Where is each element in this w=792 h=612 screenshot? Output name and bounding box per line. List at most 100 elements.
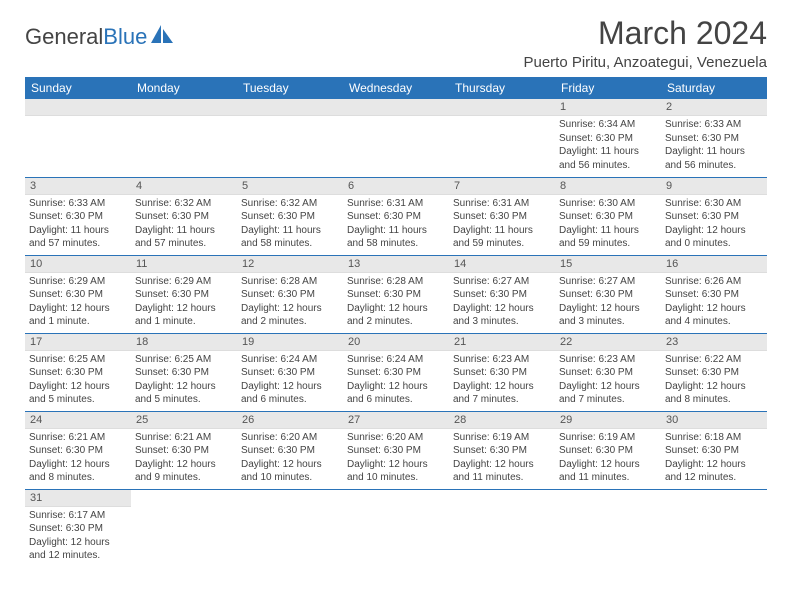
day-number: 24	[25, 412, 131, 429]
day-details: Sunrise: 6:28 AMSunset: 6:30 PMDaylight:…	[237, 273, 343, 333]
calendar-cell	[25, 99, 131, 177]
calendar-cell	[131, 489, 237, 567]
day-number: 28	[449, 412, 555, 429]
calendar-row: 3Sunrise: 6:33 AMSunset: 6:30 PMDaylight…	[25, 177, 767, 255]
day-details: Sunrise: 6:19 AMSunset: 6:30 PMDaylight:…	[555, 429, 661, 489]
day-details: Sunrise: 6:28 AMSunset: 6:30 PMDaylight:…	[343, 273, 449, 333]
calendar-cell: 7Sunrise: 6:31 AMSunset: 6:30 PMDaylight…	[449, 177, 555, 255]
calendar-cell: 14Sunrise: 6:27 AMSunset: 6:30 PMDayligh…	[449, 255, 555, 333]
day-details: Sunrise: 6:21 AMSunset: 6:30 PMDaylight:…	[25, 429, 131, 489]
day-number: 2	[661, 99, 767, 116]
calendar-cell	[343, 99, 449, 177]
day-details: Sunrise: 6:32 AMSunset: 6:30 PMDaylight:…	[131, 195, 237, 255]
day-details: Sunrise: 6:21 AMSunset: 6:30 PMDaylight:…	[131, 429, 237, 489]
day-details: Sunrise: 6:19 AMSunset: 6:30 PMDaylight:…	[449, 429, 555, 489]
day-details: Sunrise: 6:27 AMSunset: 6:30 PMDaylight:…	[449, 273, 555, 333]
day-details: Sunrise: 6:25 AMSunset: 6:30 PMDaylight:…	[25, 351, 131, 411]
day-number: 27	[343, 412, 449, 429]
calendar-cell: 4Sunrise: 6:32 AMSunset: 6:30 PMDaylight…	[131, 177, 237, 255]
calendar-cell: 25Sunrise: 6:21 AMSunset: 6:30 PMDayligh…	[131, 411, 237, 489]
day-number-empty	[237, 99, 343, 116]
calendar-cell	[237, 99, 343, 177]
calendar-row: 10Sunrise: 6:29 AMSunset: 6:30 PMDayligh…	[25, 255, 767, 333]
day-number: 8	[555, 178, 661, 195]
day-number: 26	[237, 412, 343, 429]
calendar-body: 1Sunrise: 6:34 AMSunset: 6:30 PMDaylight…	[25, 99, 767, 567]
day-details: Sunrise: 6:32 AMSunset: 6:30 PMDaylight:…	[237, 195, 343, 255]
calendar-cell: 15Sunrise: 6:27 AMSunset: 6:30 PMDayligh…	[555, 255, 661, 333]
day-number: 5	[237, 178, 343, 195]
day-details: Sunrise: 6:33 AMSunset: 6:30 PMDaylight:…	[661, 116, 767, 176]
day-details: Sunrise: 6:26 AMSunset: 6:30 PMDaylight:…	[661, 273, 767, 333]
day-number: 21	[449, 334, 555, 351]
calendar-cell: 30Sunrise: 6:18 AMSunset: 6:30 PMDayligh…	[661, 411, 767, 489]
day-details: Sunrise: 6:24 AMSunset: 6:30 PMDaylight:…	[343, 351, 449, 411]
day-number: 3	[25, 178, 131, 195]
calendar-cell	[131, 99, 237, 177]
day-number: 4	[131, 178, 237, 195]
day-number: 15	[555, 256, 661, 273]
calendar-cell	[449, 99, 555, 177]
weekday-row: SundayMondayTuesdayWednesdayThursdayFrid…	[25, 77, 767, 99]
day-number: 16	[661, 256, 767, 273]
day-number: 12	[237, 256, 343, 273]
day-number: 1	[555, 99, 661, 116]
day-number: 14	[449, 256, 555, 273]
calendar-cell: 20Sunrise: 6:24 AMSunset: 6:30 PMDayligh…	[343, 333, 449, 411]
calendar-cell	[661, 489, 767, 567]
calendar-cell: 23Sunrise: 6:22 AMSunset: 6:30 PMDayligh…	[661, 333, 767, 411]
calendar-row: 17Sunrise: 6:25 AMSunset: 6:30 PMDayligh…	[25, 333, 767, 411]
calendar-cell: 27Sunrise: 6:20 AMSunset: 6:30 PMDayligh…	[343, 411, 449, 489]
day-details: Sunrise: 6:24 AMSunset: 6:30 PMDaylight:…	[237, 351, 343, 411]
day-details: Sunrise: 6:27 AMSunset: 6:30 PMDaylight:…	[555, 273, 661, 333]
calendar-cell	[555, 489, 661, 567]
day-number: 9	[661, 178, 767, 195]
calendar-cell: 16Sunrise: 6:26 AMSunset: 6:30 PMDayligh…	[661, 255, 767, 333]
calendar-cell: 13Sunrise: 6:28 AMSunset: 6:30 PMDayligh…	[343, 255, 449, 333]
day-number: 6	[343, 178, 449, 195]
title-block: March 2024 Puerto Piritu, Anzoategui, Ve…	[523, 15, 767, 71]
calendar-row: 1Sunrise: 6:34 AMSunset: 6:30 PMDaylight…	[25, 99, 767, 177]
calendar-cell: 5Sunrise: 6:32 AMSunset: 6:30 PMDaylight…	[237, 177, 343, 255]
day-number-empty	[343, 99, 449, 116]
day-details: Sunrise: 6:20 AMSunset: 6:30 PMDaylight:…	[343, 429, 449, 489]
day-number-empty	[449, 99, 555, 116]
weekday-header: Sunday	[25, 77, 131, 99]
calendar-cell: 19Sunrise: 6:24 AMSunset: 6:30 PMDayligh…	[237, 333, 343, 411]
day-number: 20	[343, 334, 449, 351]
calendar-cell: 18Sunrise: 6:25 AMSunset: 6:30 PMDayligh…	[131, 333, 237, 411]
calendar-cell: 26Sunrise: 6:20 AMSunset: 6:30 PMDayligh…	[237, 411, 343, 489]
day-details: Sunrise: 6:31 AMSunset: 6:30 PMDaylight:…	[449, 195, 555, 255]
calendar-row: 31Sunrise: 6:17 AMSunset: 6:30 PMDayligh…	[25, 489, 767, 567]
header: GeneralBlue March 2024 Puerto Piritu, An…	[25, 15, 767, 71]
day-details: Sunrise: 6:30 AMSunset: 6:30 PMDaylight:…	[555, 195, 661, 255]
calendar-cell: 17Sunrise: 6:25 AMSunset: 6:30 PMDayligh…	[25, 333, 131, 411]
day-number: 13	[343, 256, 449, 273]
day-number: 25	[131, 412, 237, 429]
day-details: Sunrise: 6:20 AMSunset: 6:30 PMDaylight:…	[237, 429, 343, 489]
calendar-cell	[449, 489, 555, 567]
sail-icon	[149, 23, 175, 51]
location: Puerto Piritu, Anzoategui, Venezuela	[523, 54, 767, 71]
calendar-cell: 28Sunrise: 6:19 AMSunset: 6:30 PMDayligh…	[449, 411, 555, 489]
day-details: Sunrise: 6:18 AMSunset: 6:30 PMDaylight:…	[661, 429, 767, 489]
calendar-table: SundayMondayTuesdayWednesdayThursdayFrid…	[25, 77, 767, 567]
weekday-header: Friday	[555, 77, 661, 99]
calendar-cell: 1Sunrise: 6:34 AMSunset: 6:30 PMDaylight…	[555, 99, 661, 177]
calendar-row: 24Sunrise: 6:21 AMSunset: 6:30 PMDayligh…	[25, 411, 767, 489]
calendar-cell: 29Sunrise: 6:19 AMSunset: 6:30 PMDayligh…	[555, 411, 661, 489]
day-details: Sunrise: 6:33 AMSunset: 6:30 PMDaylight:…	[25, 195, 131, 255]
weekday-header: Tuesday	[237, 77, 343, 99]
calendar-cell: 8Sunrise: 6:30 AMSunset: 6:30 PMDaylight…	[555, 177, 661, 255]
calendar-cell: 2Sunrise: 6:33 AMSunset: 6:30 PMDaylight…	[661, 99, 767, 177]
day-details: Sunrise: 6:29 AMSunset: 6:30 PMDaylight:…	[131, 273, 237, 333]
day-details: Sunrise: 6:23 AMSunset: 6:30 PMDaylight:…	[449, 351, 555, 411]
calendar-cell: 22Sunrise: 6:23 AMSunset: 6:30 PMDayligh…	[555, 333, 661, 411]
calendar-cell: 11Sunrise: 6:29 AMSunset: 6:30 PMDayligh…	[131, 255, 237, 333]
calendar-cell	[343, 489, 449, 567]
calendar-cell: 9Sunrise: 6:30 AMSunset: 6:30 PMDaylight…	[661, 177, 767, 255]
day-number: 30	[661, 412, 767, 429]
day-details: Sunrise: 6:22 AMSunset: 6:30 PMDaylight:…	[661, 351, 767, 411]
day-number: 17	[25, 334, 131, 351]
logo-text-2: Blue	[103, 24, 147, 50]
